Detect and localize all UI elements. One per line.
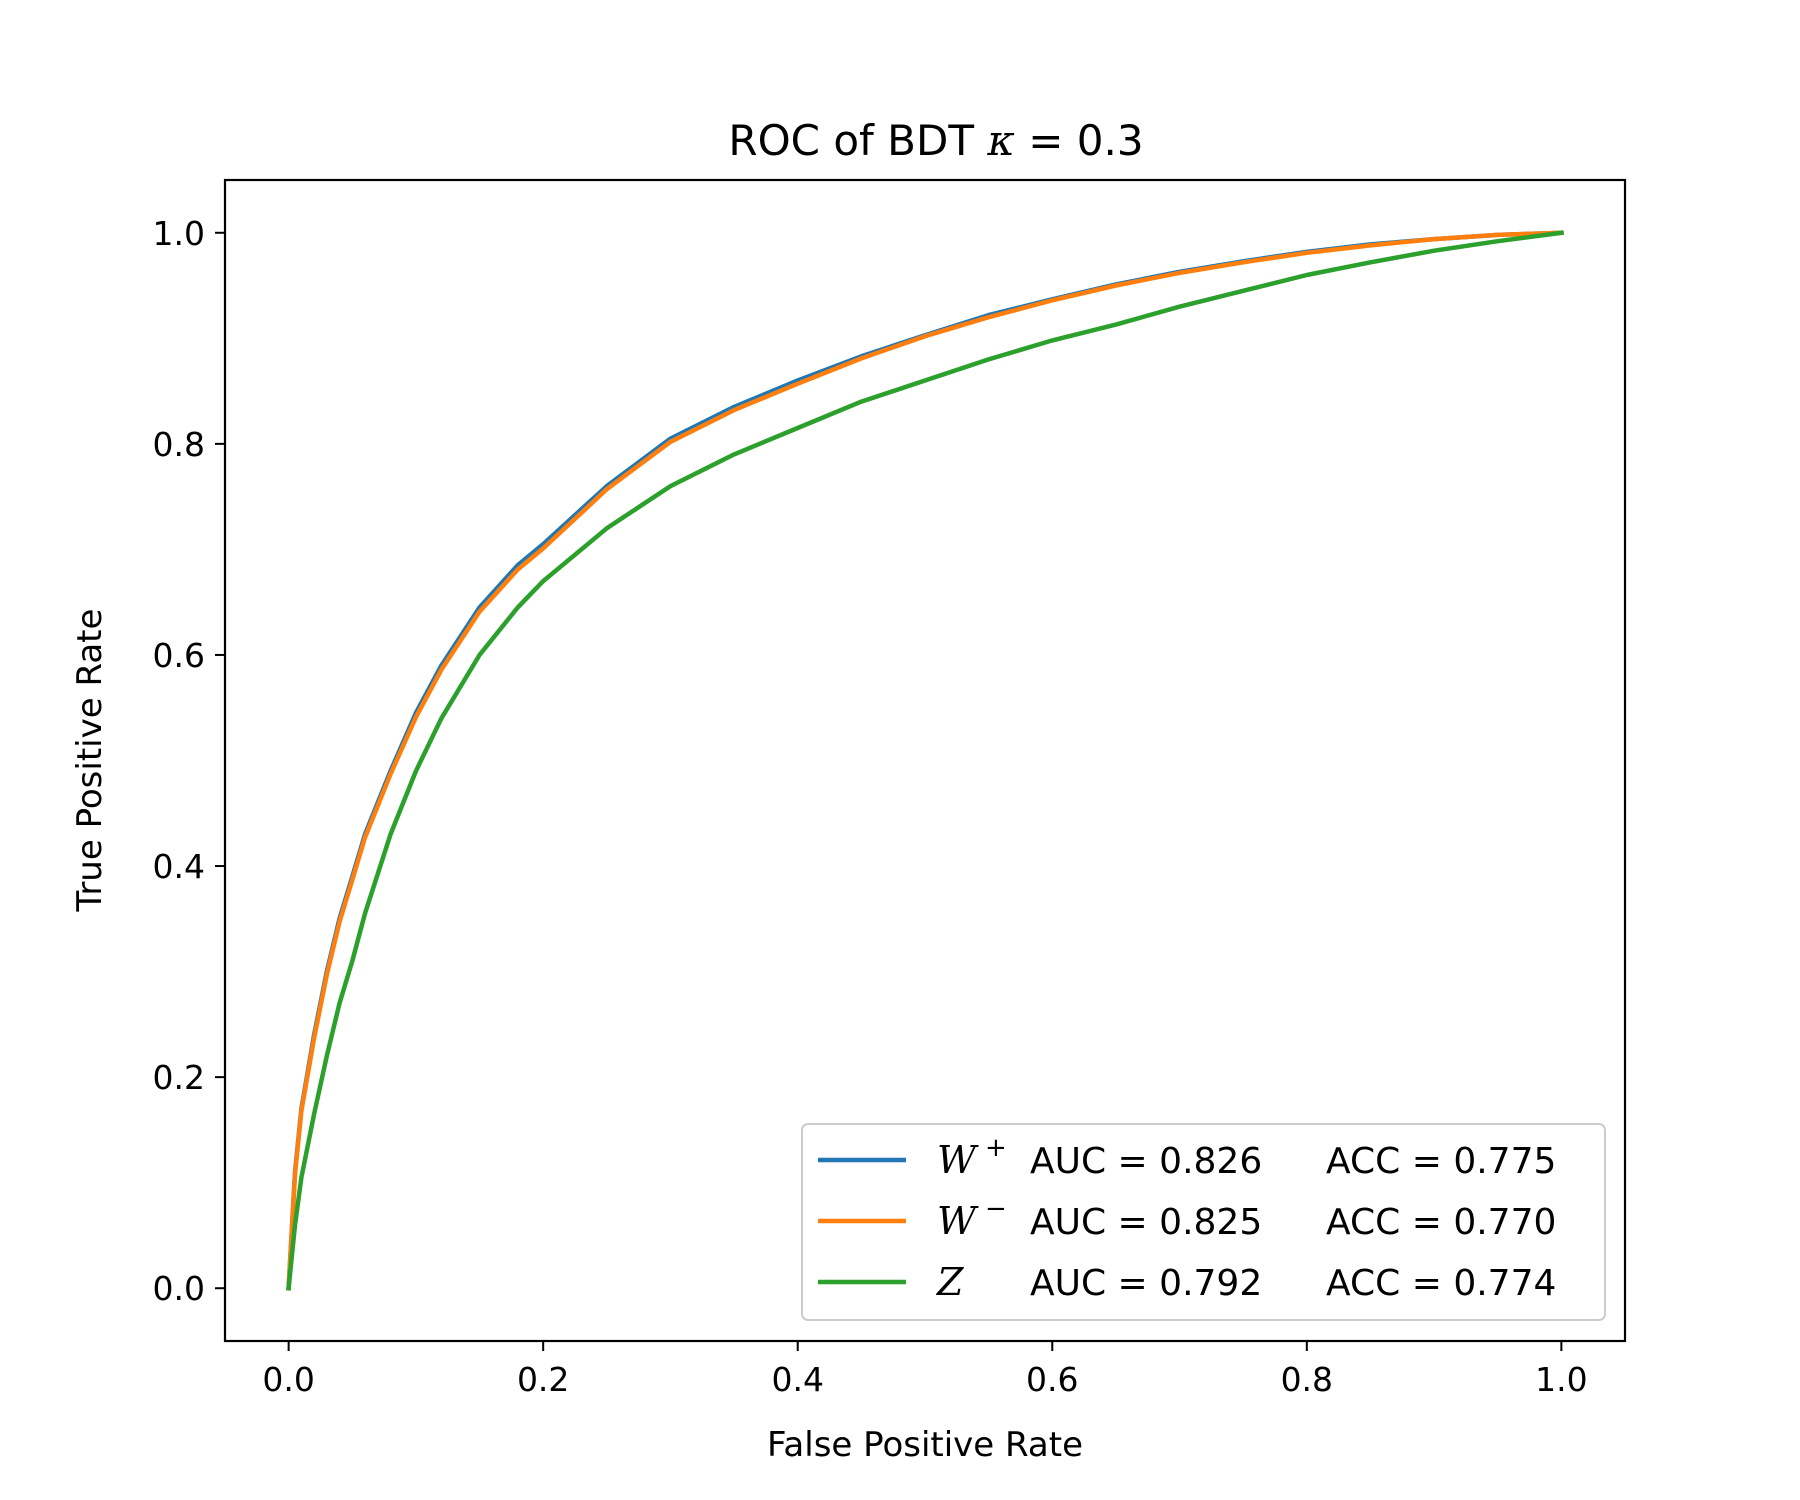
x-tick-label: 1.0 — [1535, 1360, 1587, 1399]
y-tick-label: 0.4 — [153, 847, 205, 886]
x-tick-label: 0.6 — [1026, 1360, 1078, 1399]
legend-symbol-0: W — [937, 1138, 979, 1182]
legend-symbol-2: Z — [936, 1260, 964, 1304]
roc-curve-2 — [286, 230, 1564, 1291]
plot-curves — [286, 230, 1564, 1291]
y-tick-label: 0.6 — [153, 636, 205, 675]
x-axis-ticks: 0.0 0.2 0.4 0.6 0.8 1.0 — [262, 1341, 1588, 1399]
x-tick-label: 0.8 — [1281, 1360, 1333, 1399]
y-tick-label: 0.2 — [153, 1058, 205, 1097]
x-tick-label: 0.2 — [517, 1360, 569, 1399]
y-axis-title: True Positive Rate — [70, 609, 110, 913]
legend-acc-1: ACC = 0.770 — [1326, 1202, 1556, 1243]
x-tick-label: 0.0 — [262, 1360, 314, 1399]
y-tick-label: 1.0 — [153, 214, 205, 253]
legend-superscript-0: + — [985, 1133, 1007, 1163]
legend-symbol-1: W — [937, 1199, 979, 1243]
legend-box — [801, 1123, 1606, 1321]
legend-auc-0: AUC = 0.826 — [1030, 1141, 1262, 1182]
roc-curve-1 — [286, 230, 1564, 1291]
x-tick-label: 0.4 — [771, 1360, 823, 1399]
y-tick-label: 0.8 — [153, 425, 205, 464]
y-axis-ticks: 0.0 0.2 0.4 0.6 0.8 1.0 — [153, 214, 225, 1308]
y-tick-label: 0.0 — [153, 1269, 205, 1308]
legend-superscript-1: − — [985, 1194, 1007, 1224]
chart-title: ROC of BDT κ = 0.3 — [728, 116, 1143, 165]
plot-frame — [223, 178, 1627, 1343]
legend-acc-2: ACC = 0.774 — [1326, 1263, 1556, 1304]
legend-auc-1: AUC = 0.825 — [1030, 1202, 1262, 1243]
legend-acc-0: ACC = 0.775 — [1326, 1141, 1556, 1182]
x-axis-title: False Positive Rate — [767, 1425, 1083, 1465]
legend-auc-2: AUC = 0.792 — [1030, 1263, 1262, 1304]
